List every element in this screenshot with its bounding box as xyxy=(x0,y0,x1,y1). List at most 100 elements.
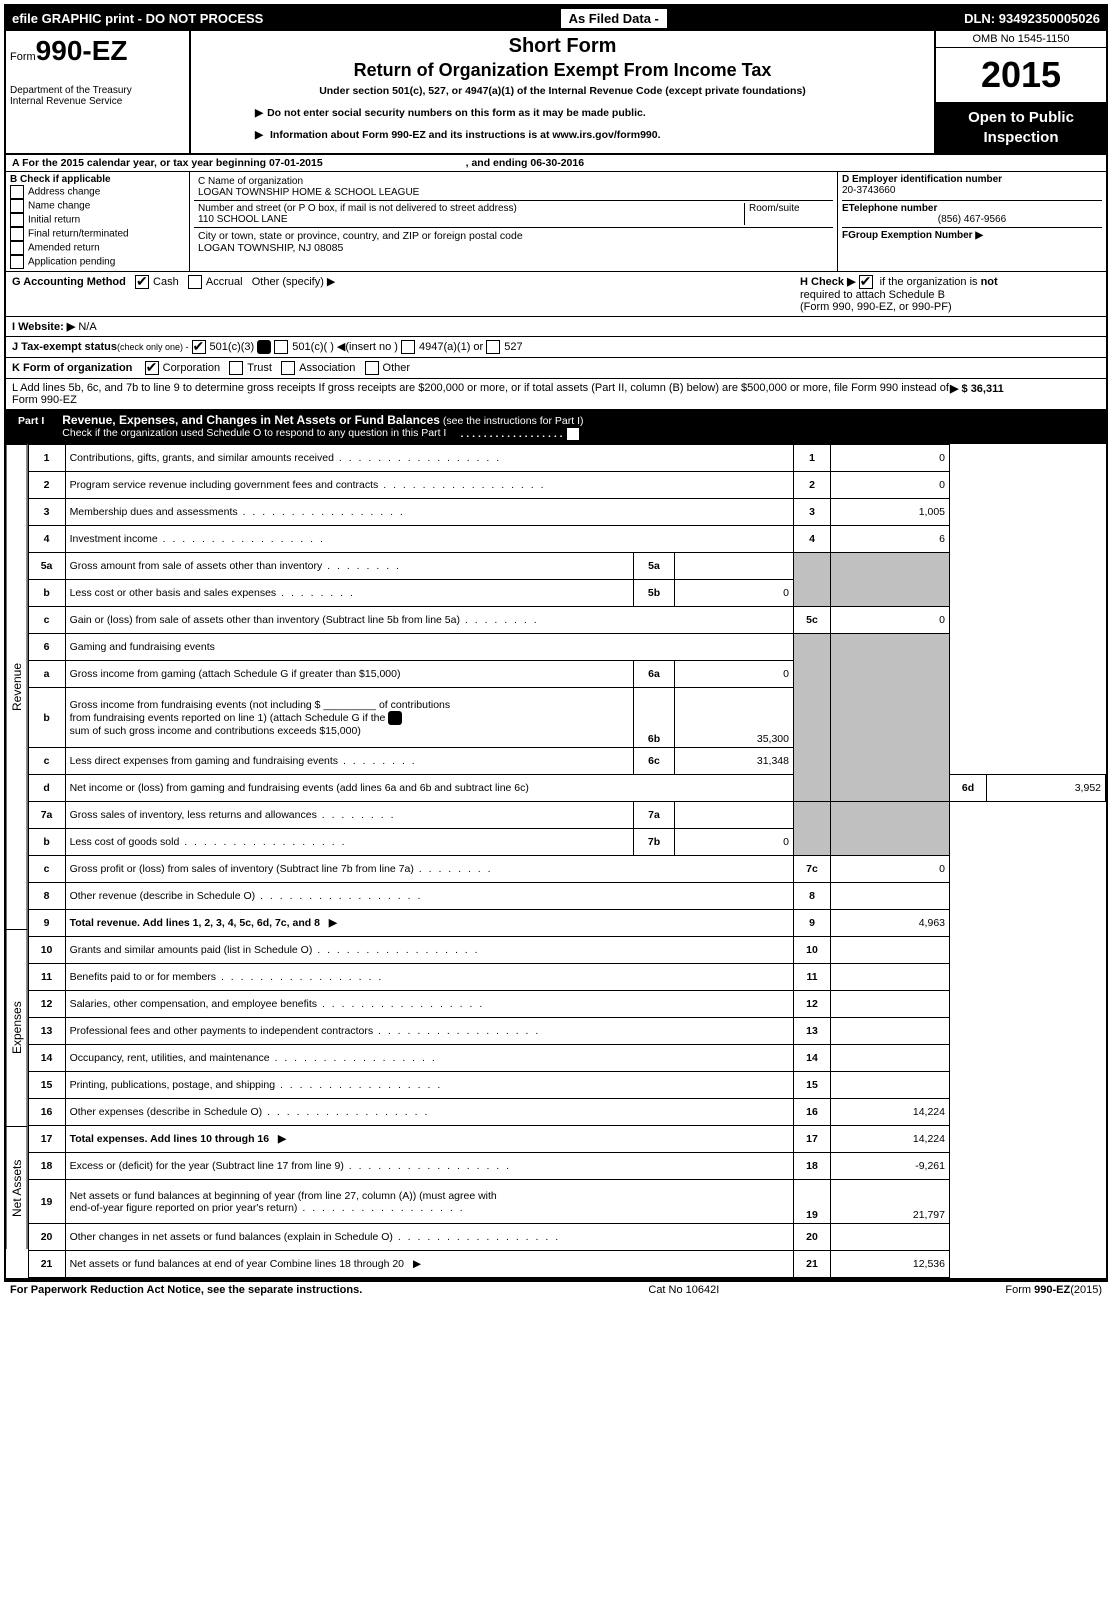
b-label: B Check if applicable xyxy=(10,174,111,185)
l18-desc: Excess or (deficit) for the year (Subtra… xyxy=(70,1160,511,1172)
topbar-left: efile GRAPHIC print - DO NOT PROCESS xyxy=(12,11,263,26)
dept1: Department of the Treasury xyxy=(10,85,185,96)
line-16: 16Other expenses (describe in Schedule O… xyxy=(28,1099,1105,1126)
chk-amended[interactable] xyxy=(10,241,24,255)
b-item-5: Application pending xyxy=(28,257,115,268)
chk-final[interactable] xyxy=(10,227,24,241)
h-l3: (Form 990, 990-EZ, or 990-PF) xyxy=(800,301,952,313)
k-assoc: Association xyxy=(299,362,355,374)
d-value: 20-3743660 xyxy=(842,185,895,196)
l7c-desc: Gross profit or (loss) from sales of inv… xyxy=(70,863,493,875)
l5b-desc: Less cost or other basis and sales expen… xyxy=(70,587,355,599)
chk-h[interactable] xyxy=(859,275,873,289)
section-def: D Employer identification number 20-3743… xyxy=(838,172,1106,271)
section-g: G Accounting Method Cash Accrual Other (… xyxy=(12,275,335,313)
bullet-icon-2 xyxy=(388,711,402,725)
lines-table: 1Contributions, gifts, grants, and simil… xyxy=(28,444,1106,1278)
subtitle: Under section 501(c), 527, or 4947(a)(1)… xyxy=(195,85,930,97)
line-8: 8Other revenue (describe in Schedule O)8 xyxy=(28,883,1105,910)
footer-mid: Cat No 10642I xyxy=(648,1284,719,1296)
l17-val: 14,224 xyxy=(831,1126,950,1153)
l4-val: 6 xyxy=(831,526,950,553)
irs-link[interactable]: www.irs.gov/form990 xyxy=(552,129,657,141)
a-begin: 07-01-2015 xyxy=(269,157,323,169)
j-a: 501(c)(3) xyxy=(210,341,255,353)
section-k: K Form of organization Corporation Trust… xyxy=(6,358,1106,379)
chk-initial[interactable] xyxy=(10,213,24,227)
b-item-2: Initial return xyxy=(28,215,80,226)
chk-4947[interactable] xyxy=(401,340,415,354)
l6b-d1: Gross income from fundraising events (no… xyxy=(70,699,321,711)
form-prefix: Form xyxy=(10,51,36,63)
footer-right: Form 990-EZ(2015) xyxy=(1005,1284,1102,1296)
side-exp: Expenses xyxy=(6,929,28,1126)
chk-name[interactable] xyxy=(10,199,24,213)
chk-trust[interactable] xyxy=(229,361,243,375)
chk-corp[interactable] xyxy=(145,361,159,375)
part1-title: Revenue, Expenses, and Changes in Net As… xyxy=(62,413,440,427)
side-na: Net Assets xyxy=(6,1126,28,1249)
chk-cash[interactable] xyxy=(135,275,149,289)
part1-label: Part I xyxy=(12,413,50,429)
k-other: Other xyxy=(383,362,411,374)
title: Return of Organization Exempt From Incom… xyxy=(195,60,930,81)
line-17: 17Total expenses. Add lines 10 through 1… xyxy=(28,1126,1105,1153)
part1-sub: (see the instructions for Part I) xyxy=(443,415,584,427)
header: Form990-EZ Department of the Treasury In… xyxy=(6,31,1106,155)
chk-501c[interactable] xyxy=(274,340,288,354)
section-h: H Check ▶ if the organization is not req… xyxy=(800,275,1100,313)
part1-header: Part I Revenue, Expenses, and Changes in… xyxy=(6,410,1106,444)
section-bcdef: B Check if applicable Address change Nam… xyxy=(6,172,1106,272)
c-addr: 110 SCHOOL LANE xyxy=(198,214,287,225)
side-rev: Revenue xyxy=(6,444,28,929)
k-trust: Trust xyxy=(247,362,272,374)
l9-desc: Total revenue. Add lines 1, 2, 3, 4, 5c,… xyxy=(70,917,339,929)
l21-desc: Net assets or fund balances at end of ye… xyxy=(70,1258,423,1270)
l4-desc: Investment income xyxy=(70,533,325,545)
chk-address[interactable] xyxy=(10,185,24,199)
l8-desc: Other revenue (describe in Schedule O) xyxy=(70,890,423,902)
notice2-post: . xyxy=(658,129,661,141)
chk-assoc[interactable] xyxy=(281,361,295,375)
l5a-desc: Gross amount from sale of assets other t… xyxy=(70,560,401,572)
chk-part1[interactable] xyxy=(566,427,580,441)
c-name: LOGAN TOWNSHIP HOME & SCHOOL LEAGUE xyxy=(198,187,419,198)
form-number: 990-EZ xyxy=(36,35,128,66)
chk-pending[interactable] xyxy=(10,255,24,269)
e-label: ETelephone number xyxy=(842,203,937,214)
l5c-desc: Gain or (loss) from sale of assets other… xyxy=(70,614,539,626)
a-mid: , and ending xyxy=(466,157,531,169)
open-public: Open to Public Inspection xyxy=(936,102,1106,153)
l6a-desc: Gross income from gaming (attach Schedul… xyxy=(70,668,401,680)
g-other: Other (specify) ▶ xyxy=(252,276,336,288)
section-gh: G Accounting Method Cash Accrual Other (… xyxy=(6,272,1106,317)
l6c-desc: Less direct expenses from gaming and fun… xyxy=(70,755,417,767)
chk-accrual[interactable] xyxy=(188,275,202,289)
chk-501c3[interactable] xyxy=(192,340,206,354)
c-addr-label: Number and street (or P O box, if mail i… xyxy=(198,203,517,214)
omb: OMB No 1545-1150 xyxy=(936,31,1106,48)
header-left: Form990-EZ Department of the Treasury In… xyxy=(6,31,191,153)
line-15: 15Printing, publications, postage, and s… xyxy=(28,1072,1105,1099)
l1-desc: Contributions, gifts, grants, and simila… xyxy=(70,452,502,464)
section-j: J Tax-exempt status(check only one) - 50… xyxy=(6,337,1106,358)
g-cash: Cash xyxy=(153,276,179,288)
chk-527[interactable] xyxy=(486,340,500,354)
h-l1b: if the organization is xyxy=(880,276,978,288)
section-b: B Check if applicable Address change Nam… xyxy=(6,172,190,271)
g-accrual: Accrual xyxy=(206,276,243,288)
l18-val: -9,261 xyxy=(831,1153,950,1180)
line-5c: cGain or (loss) from sale of assets othe… xyxy=(28,607,1105,634)
b-item-1: Name change xyxy=(28,201,90,212)
b-item-3: Final return/terminated xyxy=(28,229,129,240)
notice1: Do not enter social security numbers on … xyxy=(195,107,930,119)
topbar-right: DLN: 93492350005026 xyxy=(964,11,1100,26)
line-9: 9Total revenue. Add lines 1, 2, 3, 4, 5c… xyxy=(28,910,1105,937)
topbar: efile GRAPHIC print - DO NOT PROCESS As … xyxy=(6,6,1106,31)
l15-desc: Printing, publications, postage, and shi… xyxy=(70,1079,443,1091)
chk-other[interactable] xyxy=(365,361,379,375)
k-corp: Corporation xyxy=(163,362,220,374)
c-city: LOGAN TOWNSHIP, NJ 08085 xyxy=(198,242,343,254)
notice2-pre: Information about Form 990-EZ and its in… xyxy=(270,129,552,141)
topbar-mid: As Filed Data - xyxy=(561,9,667,28)
